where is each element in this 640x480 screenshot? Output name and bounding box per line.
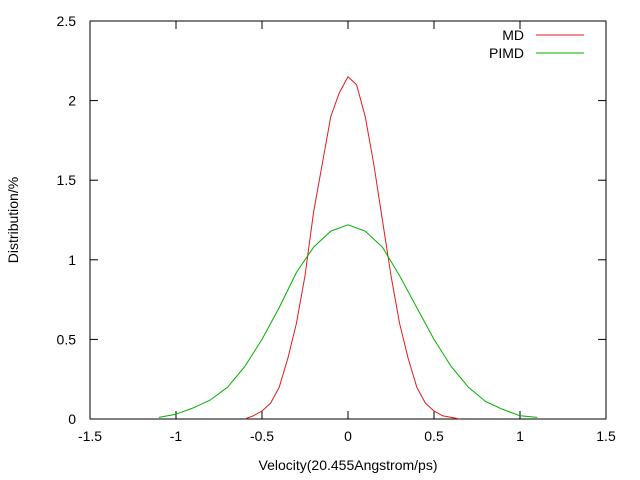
legend-label-pimd: PIMD (489, 45, 524, 61)
x-tick-label: 1.5 (596, 428, 616, 444)
legend: MD PIMD (489, 27, 584, 61)
x-tick-label: -0.5 (250, 428, 274, 444)
series-layer (158, 76, 538, 420)
x-tick-label: 0 (344, 428, 352, 444)
y-tick-label: 1.5 (57, 172, 77, 188)
series-line-md (244, 76, 460, 420)
y-tick-label: 2 (68, 93, 76, 109)
x-axis-label: Velocity(20.455Angstrom/ps) (259, 457, 438, 473)
y-tick-labels: 0 0.5 1 1.5 2 2.5 (57, 13, 77, 427)
plot-frame (89, 20, 607, 420)
x-tick-label: -1.5 (78, 428, 102, 444)
x-tick-label: 1 (516, 428, 524, 444)
y-tick-label: 0.5 (57, 331, 77, 347)
legend-label-md: MD (502, 27, 524, 43)
series-line-pimd (158, 224, 538, 418)
y-tick-label: 2.5 (57, 13, 77, 29)
y-axis-label: Distribution/% (5, 177, 21, 263)
y-tick-label: 1 (68, 252, 76, 268)
y-tick-label: 0 (68, 411, 76, 427)
x-tick-label: 0.5 (424, 428, 444, 444)
x-tick-labels: -1.5 -1 -0.5 0 0.5 1 1.5 (78, 428, 616, 444)
x-tick-label: -1 (170, 428, 183, 444)
axis-ticks (89, 20, 607, 420)
